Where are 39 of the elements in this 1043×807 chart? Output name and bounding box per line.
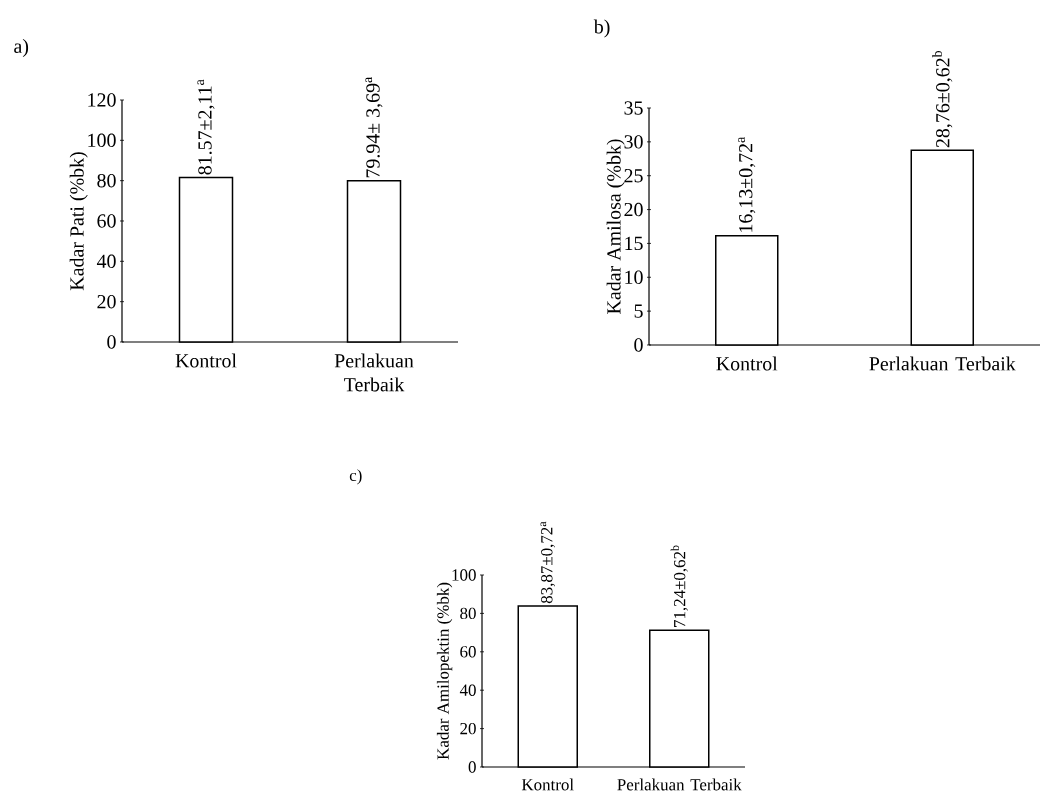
- x-tick-label: Perlakuan Terbaik: [617, 778, 742, 791]
- y-tick-label: 20: [97, 294, 116, 309]
- chart-title: a): [14, 39, 29, 58]
- data-label: 28,76±0,62$^{b}$: [932, 50, 953, 148]
- y-tick-label: 10: [625, 270, 643, 284]
- y-tick-label: 5: [634, 304, 643, 318]
- x-tick-label: Perlakuan Terbaik: [869, 356, 1016, 371]
- y-tick-label: 100: [452, 569, 476, 581]
- y-tick-label: 0: [634, 338, 643, 352]
- y-tick-label: 15: [625, 236, 643, 251]
- y-tick-label: 120: [88, 93, 116, 107]
- y-tick-label: 30: [624, 135, 643, 149]
- y-axis-title: Kadar Pati (%bk): [69, 152, 88, 291]
- y-tick-label: 40: [96, 254, 116, 269]
- y-tick-label: 35: [624, 101, 643, 115]
- data-label: 79.94± 3,69$^{a}$: [365, 76, 383, 178]
- y-tick-label: 80: [97, 173, 116, 188]
- y-tick-label: 100: [88, 133, 116, 148]
- y-tick-label: 60: [460, 646, 476, 658]
- data-label: 16,13±0,72$^{a}$: [738, 136, 756, 232]
- y-tick-label: 20: [460, 722, 476, 735]
- y-axis-title: Kadar Amilopektin (%bk): [436, 582, 453, 760]
- x-tick-label: Perlakuan Terbaik: [334, 353, 414, 392]
- data-label: 83,87±0,72$^{a}$: [540, 521, 555, 604]
- x-tick-label: Kontrol: [521, 778, 574, 791]
- chart-title: c): [349, 469, 362, 485]
- data-label: 71,24±0,62$^{b}$: [670, 545, 688, 627]
- y-tick-label: 40: [459, 684, 476, 696]
- y-tick-label: 60: [97, 214, 116, 228]
- data-label: 81.57±2,11$^{a}$: [197, 79, 215, 175]
- y-tick-label: 20: [624, 202, 643, 217]
- y-tick-label: 80: [460, 607, 476, 620]
- y-tick-label: 0: [468, 761, 476, 773]
- y-tick-label: 0: [107, 335, 116, 349]
- y-axis-title: Kadar Amilosa (%bk): [606, 139, 625, 314]
- x-tick-label: Kontrol: [175, 353, 237, 368]
- y-tick-label: 25: [624, 169, 643, 183]
- x-tick-label: Kontrol: [716, 356, 778, 371]
- chart-title: b): [593, 19, 610, 38]
